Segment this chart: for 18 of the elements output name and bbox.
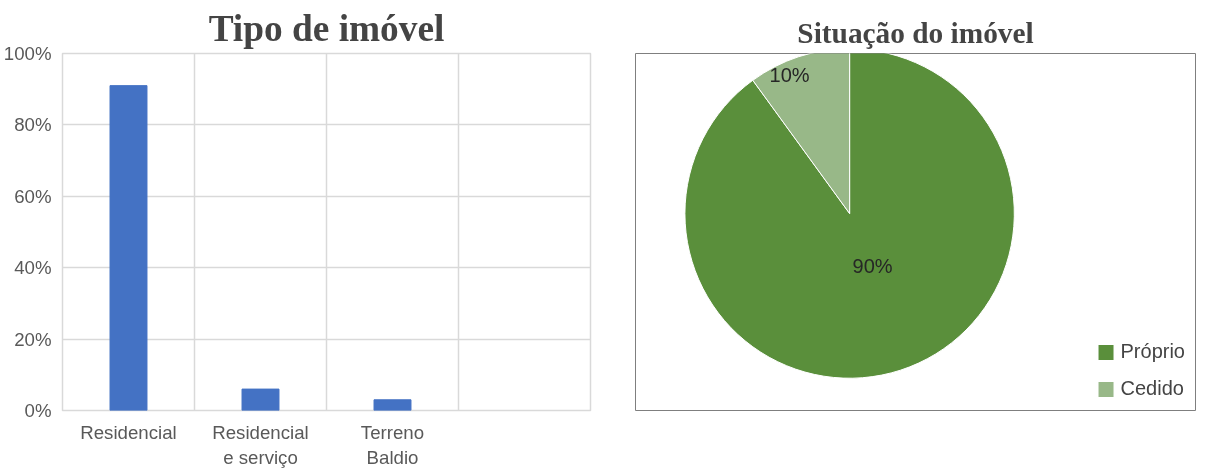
data-label: 90% <box>852 255 893 278</box>
y-tick-label: 40% <box>14 257 52 279</box>
x-tick-label: Residencial e serviço <box>212 421 309 468</box>
bar <box>373 399 412 411</box>
chart-title: Situação do imóvel <box>797 16 1034 49</box>
y-tick-label: 80% <box>14 114 52 136</box>
data-label: 10% <box>769 64 810 87</box>
y-tick-label: 100% <box>3 43 52 64</box>
y-tick-label: 60% <box>14 185 52 207</box>
legend-label: Próprio <box>1120 340 1185 363</box>
x-tick-label: Terreno Baldio <box>360 421 425 468</box>
chart-title: Tipo de imóvel <box>208 7 445 49</box>
y-tick-label: 20% <box>14 328 52 350</box>
bar <box>109 85 148 411</box>
bar <box>241 388 280 411</box>
legend-label: Cedido <box>1120 377 1184 400</box>
x-tick-label: Residencial <box>80 421 177 443</box>
y-tick-label: 0% <box>24 400 52 421</box>
